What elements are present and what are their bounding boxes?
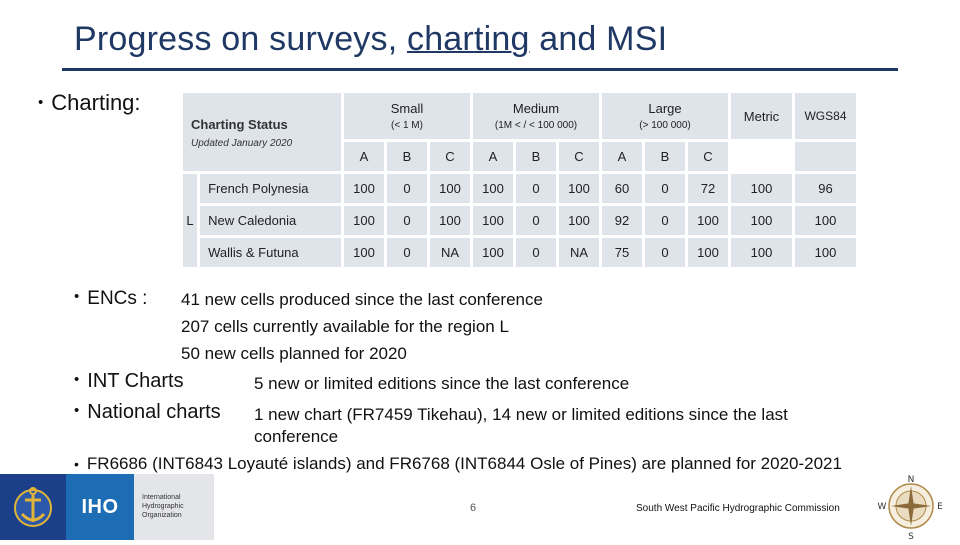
swphc-compass-logo: N S E W	[878, 475, 944, 540]
slide-title: Progress on surveys, charting and MSI	[74, 20, 668, 58]
sub-header-c: C	[430, 142, 470, 171]
iho-logo: IHO	[66, 474, 134, 540]
charting-status-table: Charting Status Updated January 2020 Sma…	[180, 90, 859, 270]
table-cell: 100	[688, 238, 728, 267]
table-cell: 0	[387, 174, 427, 203]
encs-line-3: 50 new cells planned for 2020	[181, 344, 407, 363]
sub-header-c: C	[688, 142, 728, 171]
table-cell: 100	[344, 206, 384, 235]
group-small: Small (< 1 M)	[344, 93, 470, 139]
table-cell: 100	[430, 174, 470, 203]
iho-emblem	[0, 474, 66, 540]
table-cell: 100	[731, 174, 792, 203]
region-label: L	[183, 174, 198, 267]
table-cell: 100	[344, 174, 384, 203]
sub-header-b: B	[645, 142, 685, 171]
table-cell: 0	[645, 174, 685, 203]
table-cell: 0	[645, 238, 685, 267]
table-cell: 100	[731, 206, 792, 235]
sub-header-c: C	[559, 142, 599, 171]
table-cell: 100	[559, 206, 599, 235]
title-rule	[62, 68, 898, 71]
status-title: Charting Status	[191, 117, 288, 132]
table-cell: 0	[387, 206, 427, 235]
compass-n: N	[908, 475, 915, 485]
table-cell: 100	[430, 206, 470, 235]
table-cell: NA	[430, 238, 470, 267]
anchor-icon	[14, 487, 52, 527]
table-cell: 75	[602, 238, 642, 267]
table-cell: 100	[473, 238, 513, 267]
table-cell: 100	[795, 206, 856, 235]
sub-header-b: B	[516, 142, 556, 171]
table-row: L French Polynesia 100 0 100 100 0 100 6…	[183, 174, 856, 267]
table-cell: 92	[602, 206, 642, 235]
table-cell: 100	[344, 238, 384, 267]
bullet-int-charts: • INT Charts	[74, 370, 184, 392]
table-cell: 0	[516, 238, 556, 267]
table-row: Wallis & Futuna 100 0 NA 100 0 NA 75 0 1…	[183, 238, 856, 267]
group-large: Large (> 100 000)	[602, 93, 728, 139]
table-cell: 100	[688, 206, 728, 235]
footer-commission: South West Pacific Hydrographic Commissi…	[636, 503, 840, 514]
encs-line-1: 41 new cells produced since the last con…	[181, 290, 543, 309]
table-cell: 0	[645, 206, 685, 235]
iho-org-panel	[134, 474, 214, 540]
table-cell: 60	[602, 174, 642, 203]
table-row: New Caledonia 100 0 100 100 0 100 92 0 1…	[183, 206, 856, 235]
encs-line-2: 207 cells currently available for the re…	[181, 317, 509, 336]
table-cell: 100	[731, 238, 792, 267]
int-charts-text: 5 new or limited editions since the last…	[254, 374, 630, 393]
status-updated: Updated January 2020	[191, 138, 293, 149]
metric-header: Metric	[731, 93, 792, 139]
page-number: 6	[470, 502, 477, 514]
compass-w: W	[878, 502, 887, 512]
row-name: Wallis & Futuna	[200, 238, 341, 267]
title-charting-word: charting	[407, 20, 530, 58]
table-cell: 0	[387, 238, 427, 267]
table-cell: 72	[688, 174, 728, 203]
table-cell: 100	[473, 206, 513, 235]
sub-header-a: A	[602, 142, 642, 171]
table-cell: 0	[516, 174, 556, 203]
compass-e: E	[937, 502, 943, 512]
compass-s: S	[908, 532, 914, 540]
bullet-national-charts: • National charts	[74, 401, 221, 423]
bullet-encs: • ENCs :	[74, 288, 148, 309]
status-header: Charting Status Updated January 2020	[183, 93, 341, 171]
table-cell: 100	[473, 174, 513, 203]
row-name: New Caledonia	[200, 206, 341, 235]
bullet-charting: • Charting:	[38, 90, 141, 115]
wgs84-sub-blank	[795, 142, 856, 171]
table-cell: 0	[516, 206, 556, 235]
fr-planned-line: • FR6686 (INT6843 Loyauté islands) and FR…	[74, 454, 842, 473]
sub-header-a: A	[473, 142, 513, 171]
sub-header-a: A	[344, 142, 384, 171]
table-cell: 96	[795, 174, 856, 203]
table-cell: NA	[559, 238, 599, 267]
table-cell: 100	[559, 174, 599, 203]
row-name: French Polynesia	[200, 174, 341, 203]
sub-header-b: B	[387, 142, 427, 171]
group-medium: Medium (1M < / < 100 000)	[473, 93, 599, 139]
table-cell: 100	[795, 238, 856, 267]
national-charts-text-2: conference	[254, 427, 339, 446]
wgs84-header: WGS84	[795, 93, 856, 139]
national-charts-text-1: 1 new chart (FR7459 Tikehau), 14 new or …	[254, 405, 788, 424]
metric-sub-blank	[731, 142, 792, 171]
iho-org-text: International Hydrographic Organization	[142, 494, 184, 519]
